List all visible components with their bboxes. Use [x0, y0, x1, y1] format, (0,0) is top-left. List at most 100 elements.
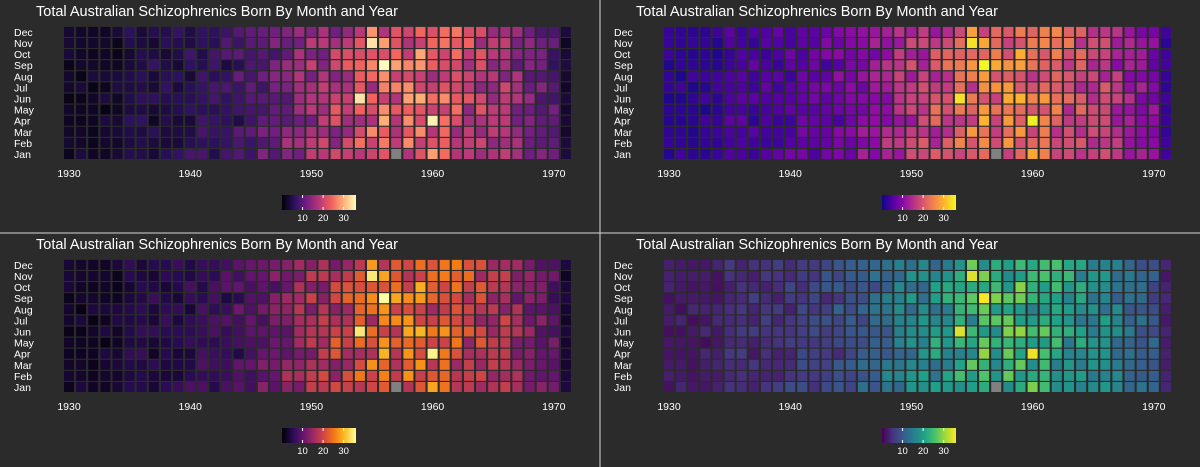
heat-cell — [270, 137, 280, 148]
heat-cell — [439, 259, 450, 270]
heat-cell — [1039, 337, 1050, 348]
heat-cell — [439, 293, 450, 304]
heat-cell — [173, 93, 184, 104]
heat-cell — [221, 282, 232, 293]
heat-cell — [1051, 115, 1062, 126]
heat-cell — [821, 93, 832, 104]
heat-cell — [488, 93, 499, 104]
heat-cell — [197, 337, 208, 348]
heat-cell — [785, 271, 796, 281]
month-label-nov: Nov — [14, 271, 33, 283]
heat-cell — [136, 271, 147, 281]
heat-cell — [403, 38, 414, 48]
heat-cell — [1124, 26, 1135, 37]
heat-cell — [761, 382, 771, 392]
heat-cell — [294, 337, 305, 348]
heat-cell — [748, 259, 759, 270]
panel-plasma: Total Australian Schizophrenics Born By … — [614, 4, 1171, 224]
heat-cell — [1124, 326, 1135, 337]
heat-cell — [1100, 38, 1111, 48]
heat-cell — [1148, 126, 1159, 137]
heat-cell — [221, 149, 232, 159]
heat-cell — [797, 126, 808, 137]
heat-cell — [676, 282, 687, 293]
heat-cell — [464, 259, 474, 270]
heat-cell — [664, 370, 674, 381]
heat-cell — [451, 337, 462, 348]
heat-cell — [476, 337, 487, 348]
heat-cell — [1039, 382, 1050, 392]
heat-cell — [664, 293, 674, 304]
heat-cell — [1160, 71, 1171, 82]
heat-cell — [821, 315, 832, 326]
heat-cell — [1148, 26, 1159, 37]
heat-cell — [857, 104, 868, 115]
heat-cell — [809, 359, 820, 370]
heat-cell — [282, 71, 293, 82]
heat-cell — [979, 115, 990, 126]
heat-cell — [221, 26, 232, 37]
heat-cell — [354, 337, 365, 348]
heat-cell — [354, 93, 365, 104]
heat-cell — [942, 293, 953, 304]
heat-cell — [488, 259, 499, 270]
month-label-nov: Nov — [14, 38, 33, 50]
heat-cell — [209, 71, 220, 82]
heat-cell — [700, 271, 711, 281]
heat-cell — [1088, 126, 1099, 137]
heat-cell — [148, 304, 159, 315]
heat-cell — [76, 359, 87, 370]
heat-cell — [870, 26, 880, 37]
heat-cell — [354, 348, 365, 359]
heat-cell — [724, 293, 735, 304]
heat-cell — [476, 93, 487, 104]
heat-cell — [270, 304, 280, 315]
heat-cell — [88, 348, 99, 359]
month-label-apr: Apr — [14, 349, 31, 361]
heat-cell — [403, 93, 414, 104]
heat-cell — [536, 359, 547, 370]
heat-cell — [833, 359, 844, 370]
heat-cell — [821, 149, 832, 159]
heat-cell — [367, 60, 377, 71]
heat-cell — [76, 271, 87, 281]
chart-title: Total Australian Schizophrenics Born By … — [636, 237, 998, 253]
heat-cell — [1003, 60, 1014, 71]
heat-cell — [464, 49, 474, 60]
heat-cell — [991, 293, 1002, 304]
heat-cell — [536, 271, 547, 281]
heat-cell — [185, 271, 196, 281]
heat-cell — [724, 282, 735, 293]
heat-cell — [439, 370, 450, 381]
heat-cell — [439, 93, 450, 104]
heat-cell — [391, 282, 402, 293]
heat-cell — [403, 304, 414, 315]
heat-cell — [64, 71, 74, 82]
heat-cell — [161, 49, 171, 60]
heat-cell — [942, 82, 953, 93]
heat-cell — [112, 149, 123, 159]
heat-cell — [1124, 337, 1135, 348]
month-label-mar: Mar — [614, 127, 633, 139]
heat-cell — [64, 382, 74, 392]
month-label-may: May — [14, 105, 35, 117]
heat-cell — [906, 326, 917, 337]
heat-cell — [1160, 315, 1171, 326]
heat-cell — [942, 93, 953, 104]
heat-cell — [1039, 137, 1050, 148]
heat-cell — [318, 382, 329, 392]
heat-cell — [991, 348, 1002, 359]
heat-cell — [427, 271, 438, 281]
heat-cell — [451, 82, 462, 93]
heat-cell — [476, 370, 487, 381]
month-label-feb: Feb — [614, 138, 632, 150]
heat-cell — [857, 149, 868, 159]
heat-cell — [785, 259, 796, 270]
heat-cell — [161, 337, 171, 348]
heat-cell — [761, 71, 771, 82]
heat-cell — [797, 337, 808, 348]
heat-cell — [857, 282, 868, 293]
heat-cell — [391, 149, 402, 159]
heat-cell — [161, 359, 171, 370]
heat-cell — [476, 271, 487, 281]
